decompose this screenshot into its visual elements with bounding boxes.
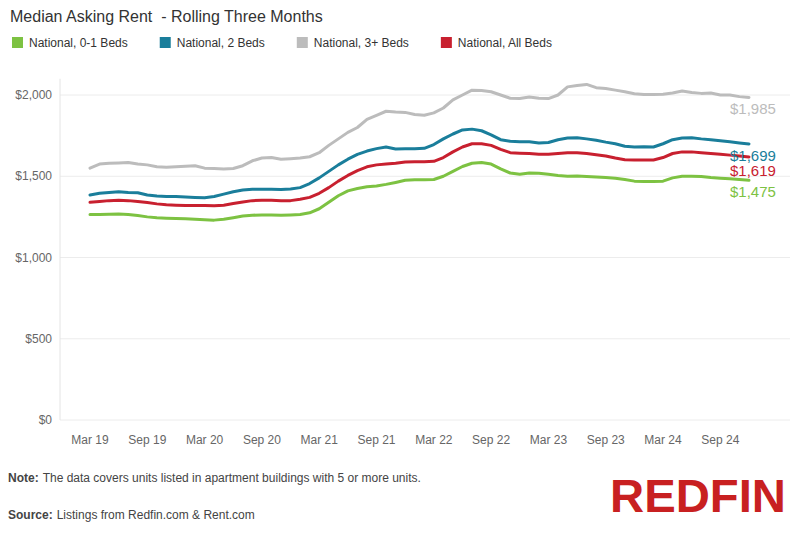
y-tick-label: $1,500 bbox=[15, 169, 52, 183]
x-tick-label: Sep 24 bbox=[701, 433, 739, 447]
grid-line bbox=[60, 420, 790, 421]
y-tick-label: $0 bbox=[39, 413, 53, 427]
note: Note: The data covers units listed in apa… bbox=[8, 471, 421, 485]
x-tick-label: Mar 22 bbox=[415, 433, 453, 447]
series-line bbox=[90, 162, 749, 220]
legend-swatch bbox=[12, 37, 23, 48]
legend-label: National, All Beds bbox=[458, 36, 552, 50]
series-line bbox=[90, 129, 749, 198]
x-tick-label: Sep 19 bbox=[128, 433, 166, 447]
y-tick-label: $2,000 bbox=[15, 88, 52, 102]
y-tick-label: $1,000 bbox=[15, 251, 52, 265]
legend-swatch bbox=[441, 37, 452, 48]
x-tick-label: Sep 22 bbox=[472, 433, 510, 447]
data-label: $1,985 bbox=[730, 100, 776, 117]
grid-line bbox=[60, 257, 790, 258]
data-label: $1,619 bbox=[730, 162, 776, 179]
data-label: $1,475 bbox=[730, 183, 776, 200]
series-line bbox=[90, 84, 749, 169]
x-tick-label: Sep 23 bbox=[587, 433, 625, 447]
y-axis bbox=[60, 79, 61, 420]
legend-label: National, 3+ Beds bbox=[314, 36, 409, 50]
legend-swatch bbox=[297, 37, 308, 48]
x-tick-label: Sep 20 bbox=[243, 433, 281, 447]
legend-label: National, 2 Beds bbox=[177, 36, 265, 50]
y-tick-label: $500 bbox=[25, 332, 52, 346]
source-label: Source: bbox=[8, 508, 53, 522]
x-tick-label: Mar 23 bbox=[530, 433, 568, 447]
source-text: Listings from Redfin.com & Rent.com bbox=[57, 508, 255, 522]
grid-line bbox=[60, 338, 790, 339]
title: Median Asking Rent - Rolling Three Month… bbox=[10, 8, 323, 25]
source: Source: Listings from Redfin.com & Rent.c… bbox=[8, 508, 255, 522]
x-tick-label: Sep 21 bbox=[357, 433, 395, 447]
series-line bbox=[90, 144, 749, 206]
x-tick-label: Mar 21 bbox=[301, 433, 339, 447]
x-tick-label: Mar 24 bbox=[644, 433, 682, 447]
grid-line bbox=[60, 95, 790, 96]
note-text: The data covers units listed in apartmen… bbox=[43, 471, 421, 485]
legend-label: National, 0-1 Beds bbox=[29, 36, 128, 50]
series-group bbox=[90, 84, 749, 220]
legend-swatch bbox=[160, 37, 171, 48]
x-tick-label: Mar 19 bbox=[71, 433, 109, 447]
note-label: Note: bbox=[8, 471, 39, 485]
x-tick-label: Mar 20 bbox=[186, 433, 224, 447]
logo: REDFIN bbox=[610, 470, 786, 522]
chart: Median Asking Rent - Rolling Three Month… bbox=[0, 0, 811, 546]
